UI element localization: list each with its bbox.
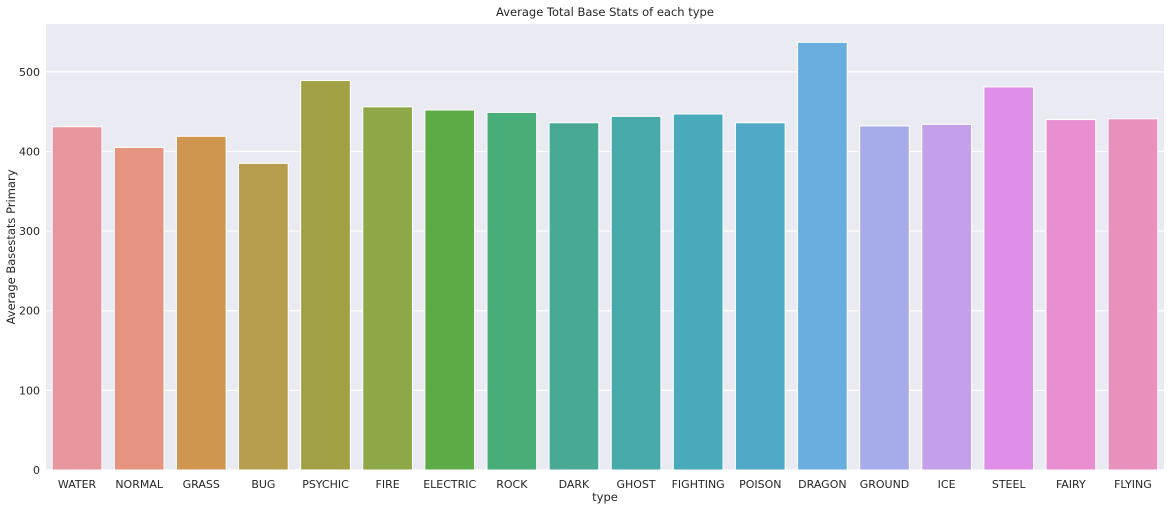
- bar-fighting: [672, 113, 724, 471]
- bar-dark: [548, 122, 600, 471]
- bar-normal: [113, 146, 165, 471]
- bar-water: [51, 126, 103, 471]
- bar-ghost: [610, 115, 662, 471]
- bar-poison: [734, 122, 786, 471]
- x-tick-label: DARK: [559, 478, 590, 491]
- bar-flying: [1107, 118, 1159, 471]
- y-tick-labels: 0 100 200 300 400 500: [19, 66, 40, 477]
- x-tick-label: GHOST: [616, 478, 655, 491]
- bars: [51, 41, 1159, 471]
- y-tick-label: 200: [19, 305, 40, 318]
- chart-title: Average Total Base Stats of each type: [496, 5, 714, 19]
- bar-steel: [983, 86, 1035, 471]
- gridlines: [46, 71, 1164, 471]
- x-tick-label: FIGHTING: [672, 478, 725, 491]
- x-axis-label: type: [592, 490, 618, 504]
- bar-electric: [424, 109, 476, 471]
- x-tick-labels: WATER NORMAL GRASS BUG PSYCHIC FIRE ELECTRIC RO…: [58, 478, 1152, 491]
- bar-fairy: [1045, 119, 1097, 471]
- x-tick-label: BUG: [251, 478, 275, 491]
- bar-psychic: [300, 80, 351, 471]
- x-tick-label: GROUND: [860, 478, 910, 491]
- x-tick-label: WATER: [58, 478, 97, 491]
- bar-fire: [362, 106, 413, 471]
- x-tick-label: FLYING: [1114, 478, 1152, 491]
- bar-dragon: [797, 41, 848, 471]
- y-tick-label: 300: [19, 225, 40, 238]
- y-axis-label: Average Basestats Primary: [4, 169, 18, 324]
- x-tick-label: STEEL: [992, 478, 1027, 491]
- bar-rock: [486, 111, 538, 471]
- bar-grass: [175, 135, 227, 471]
- y-tick-label: 500: [19, 66, 40, 79]
- bar-bug: [238, 162, 289, 471]
- y-tick-label: 400: [19, 145, 40, 158]
- bar-ice: [921, 123, 972, 471]
- y-tick-label: 0: [33, 464, 40, 477]
- plot-background: [46, 24, 1164, 470]
- x-tick-label: GRASS: [183, 478, 220, 491]
- x-tick-label: POISON: [739, 478, 781, 491]
- x-tick-label: PSYCHIC: [302, 478, 349, 491]
- x-tick-label: FIRE: [376, 478, 400, 491]
- x-tick-label: ROCK: [496, 478, 528, 491]
- y-tick-label: 100: [19, 384, 40, 397]
- x-tick-label: NORMAL: [115, 478, 164, 491]
- x-tick-label: DRAGON: [798, 478, 846, 491]
- x-tick-label: ICE: [938, 478, 956, 491]
- x-tick-label: FAIRY: [1056, 478, 1086, 491]
- x-tick-label: ELECTRIC: [423, 478, 476, 491]
- bar-ground: [859, 125, 910, 471]
